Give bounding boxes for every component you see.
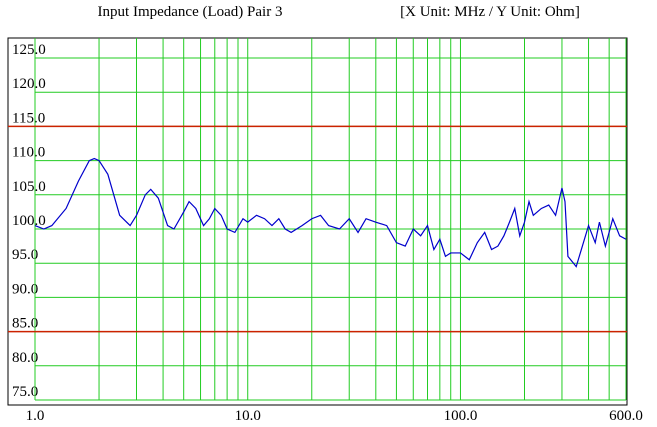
y-tick-label: 110.0 [12,145,45,161]
impedance-line [34,157,627,268]
y-tick-label: 105.0 [12,179,46,195]
y-tick-label: 120.0 [12,76,46,92]
y-tick-label: 85.0 [12,316,38,332]
x-tick-label: 1.0 [26,408,45,424]
x-tick-label: 100.0 [444,408,478,424]
plot-frame [7,37,628,406]
y-tick-label: 115.0 [12,110,45,126]
x-tick-label: 600.0 [609,408,643,424]
y-tick-label: 75.0 [12,384,38,400]
y-tick-label: 80.0 [12,350,38,366]
chart-title: Input Impedance (Load) Pair 3 [98,4,283,20]
y-tick-label: 125.0 [12,42,46,58]
y-tick-label: 95.0 [12,247,38,263]
y-tick-label: 100.0 [12,213,46,229]
chart-subtitle: [X Unit: MHz / Y Unit: Ohm] [400,4,580,20]
y-tick-label: 90.0 [12,281,38,297]
x-tick-label: 10.0 [235,408,261,424]
